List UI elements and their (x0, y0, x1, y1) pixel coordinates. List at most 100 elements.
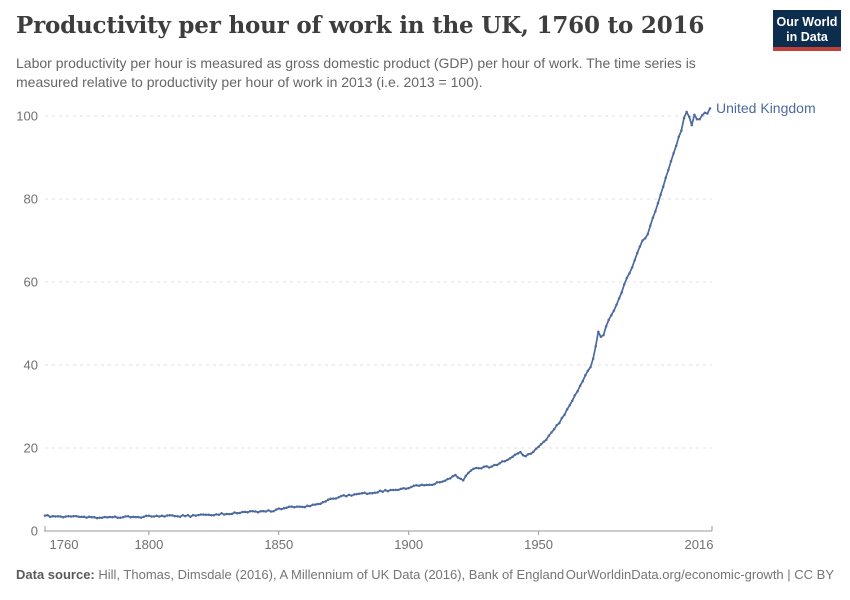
x-axis-tick-label: 1760 (50, 537, 79, 552)
series-point (506, 458, 509, 462)
owid-logo-line2: in Data (786, 30, 828, 44)
series-point (677, 135, 681, 139)
series-point (319, 502, 322, 506)
series-point (191, 513, 195, 517)
series-point (251, 509, 255, 513)
series-point (290, 505, 294, 508)
series-point (700, 113, 704, 117)
series-point (646, 233, 649, 236)
series-point (121, 516, 125, 519)
series-united-kingdom[interactable] (43, 107, 712, 520)
series-point (659, 193, 662, 197)
series-point (472, 467, 475, 471)
data-source-label: Data source: (16, 567, 95, 582)
series-point (332, 497, 335, 500)
series-point (306, 504, 309, 507)
series-point (397, 488, 400, 492)
series-point (534, 447, 538, 451)
series-point (316, 502, 320, 506)
series-point (300, 505, 304, 509)
series-point (513, 453, 517, 456)
series-point (680, 129, 683, 132)
series-point (132, 515, 135, 519)
series-point (241, 510, 244, 514)
series-point (87, 515, 91, 518)
series-point (602, 333, 605, 337)
series-point (539, 442, 543, 446)
series-line[interactable] (44, 107, 711, 519)
series-point (360, 492, 364, 495)
y-axis-tick-label: 20 (24, 441, 38, 456)
series-point (464, 474, 468, 478)
series-point (669, 160, 673, 163)
series-point (77, 515, 81, 519)
series-point (280, 507, 283, 511)
series-point (277, 507, 281, 510)
series-point (134, 515, 138, 519)
series-point (225, 512, 229, 516)
series-point (48, 515, 52, 519)
series-point (324, 500, 327, 503)
series-point (490, 465, 494, 468)
series-point (654, 209, 657, 213)
series-point (259, 510, 262, 513)
series-point (176, 515, 179, 518)
series-point (412, 484, 416, 487)
chart-subtitle: Labor productivity per hour is measured … (16, 55, 696, 90)
series-point (238, 511, 242, 515)
series-point (222, 513, 226, 516)
series-point (363, 491, 366, 495)
series-point (430, 483, 434, 487)
series-point (487, 466, 491, 469)
series-point (597, 330, 600, 334)
x-axis-tick-label: 1850 (264, 537, 293, 552)
series-point (687, 115, 691, 119)
series-point (67, 514, 70, 518)
data-source-text: Hill, Thomas, Dimsdale (2016), A Millenn… (98, 567, 565, 582)
series-point (584, 374, 587, 377)
series-point (178, 515, 182, 519)
series-point (391, 488, 395, 492)
series-point (433, 482, 436, 486)
series-point (313, 503, 317, 506)
series-point (194, 514, 197, 517)
series-point (674, 144, 678, 148)
series-point (706, 112, 709, 115)
series-point (373, 491, 377, 494)
series-point (129, 516, 132, 519)
series-point (95, 516, 99, 520)
series-point (625, 276, 629, 280)
series-point (407, 486, 410, 490)
series-point (347, 493, 351, 497)
series-point (64, 515, 68, 518)
series-point (547, 434, 551, 437)
series-point (163, 515, 166, 518)
series-point (685, 110, 688, 114)
series-point (537, 445, 540, 449)
series-point (220, 511, 223, 515)
series-point (184, 514, 187, 518)
series-point (571, 399, 574, 402)
series-point (589, 365, 592, 369)
series-point (85, 516, 88, 519)
series-point (186, 513, 190, 517)
series-point (137, 515, 140, 519)
series-point (628, 271, 631, 275)
series-point (212, 513, 216, 517)
series-point (656, 201, 660, 205)
series-point (623, 282, 626, 286)
series-point (368, 492, 371, 495)
series-point (207, 513, 210, 516)
series-point (508, 457, 512, 460)
series-point (649, 224, 652, 228)
y-axis-tick-label: 0 (31, 524, 38, 539)
series-point (59, 515, 62, 518)
owid-logo[interactable]: Our World in Data (773, 10, 841, 51)
series-point (282, 507, 286, 510)
series-point (448, 477, 452, 480)
series-point (451, 474, 455, 478)
series-point (261, 509, 265, 513)
series-point (394, 488, 397, 492)
